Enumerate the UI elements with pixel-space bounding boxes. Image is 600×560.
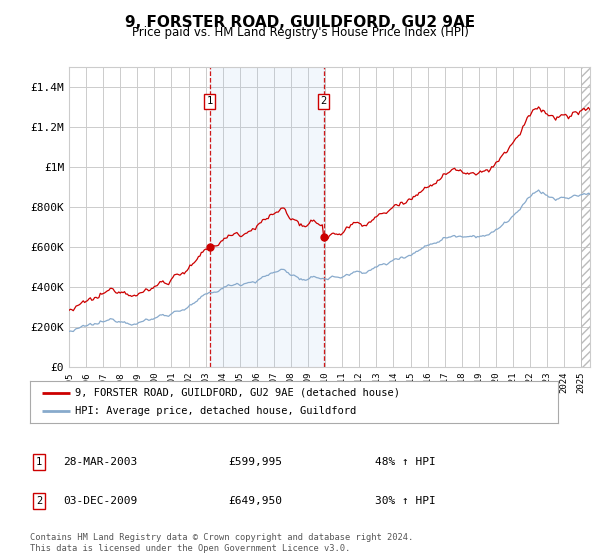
Text: HPI: Average price, detached house, Guildford: HPI: Average price, detached house, Guil… (75, 406, 356, 416)
Text: 03-DEC-2009: 03-DEC-2009 (63, 496, 137, 506)
Text: 48% ↑ HPI: 48% ↑ HPI (375, 457, 436, 467)
Text: Contains HM Land Registry data © Crown copyright and database right 2024.
This d: Contains HM Land Registry data © Crown c… (30, 533, 413, 553)
Text: £649,950: £649,950 (228, 496, 282, 506)
Text: 2: 2 (36, 496, 42, 506)
Text: Price paid vs. HM Land Registry's House Price Index (HPI): Price paid vs. HM Land Registry's House … (131, 26, 469, 39)
Text: 2: 2 (320, 96, 327, 106)
Text: 28-MAR-2003: 28-MAR-2003 (63, 457, 137, 467)
Text: 9, FORSTER ROAD, GUILDFORD, GU2 9AE: 9, FORSTER ROAD, GUILDFORD, GU2 9AE (125, 15, 475, 30)
Bar (209, 67, 324, 367)
Text: £599,995: £599,995 (228, 457, 282, 467)
Text: 1: 1 (36, 457, 42, 467)
Text: 30% ↑ HPI: 30% ↑ HPI (375, 496, 436, 506)
Text: 1: 1 (206, 96, 212, 106)
Text: 9, FORSTER ROAD, GUILDFORD, GU2 9AE (detached house): 9, FORSTER ROAD, GUILDFORD, GU2 9AE (det… (75, 388, 400, 398)
